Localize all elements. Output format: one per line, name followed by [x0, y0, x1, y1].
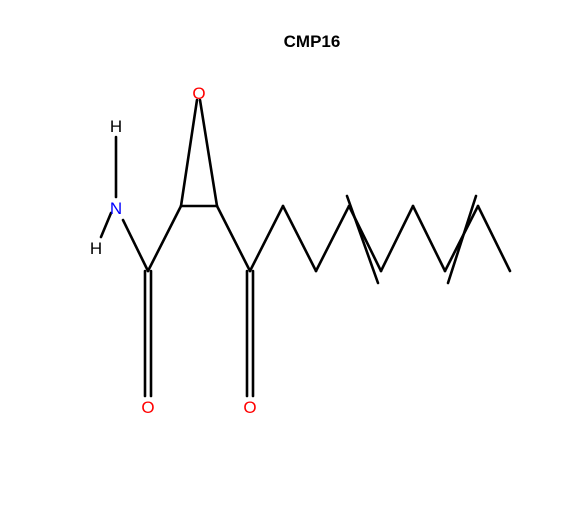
atom-hydrogen-bottom: H: [90, 239, 102, 258]
bond-c1-n: [121, 218, 150, 273]
bond-c9-c10: [411, 204, 447, 273]
bond-c2-c1: [146, 204, 183, 273]
bond-n-h-bottom: [99, 211, 113, 239]
bond-o-c3: [198, 98, 219, 208]
bond-o-c2: [179, 98, 199, 208]
compound-title: CMP16: [284, 32, 341, 51]
bond-c8-c9: [379, 204, 415, 273]
atom-oxygen-amide: O: [141, 398, 154, 417]
bond-c6-c7: [314, 204, 351, 273]
bond-c4-c5: [248, 204, 285, 273]
bond-c3-c4: [215, 204, 252, 273]
atom-nitrogen-amide: N: [110, 199, 122, 218]
bond-c7-c8-double-b: [345, 194, 380, 285]
atom-hydrogen-top: H: [110, 117, 122, 136]
bond-c11-c12: [476, 204, 512, 273]
atom-oxygen-ketone: O: [243, 398, 256, 417]
atom-oxygen-epoxide: O: [192, 84, 205, 103]
bond-c10-c11-double-b: [446, 194, 478, 285]
bond-c5-c6: [281, 204, 318, 273]
